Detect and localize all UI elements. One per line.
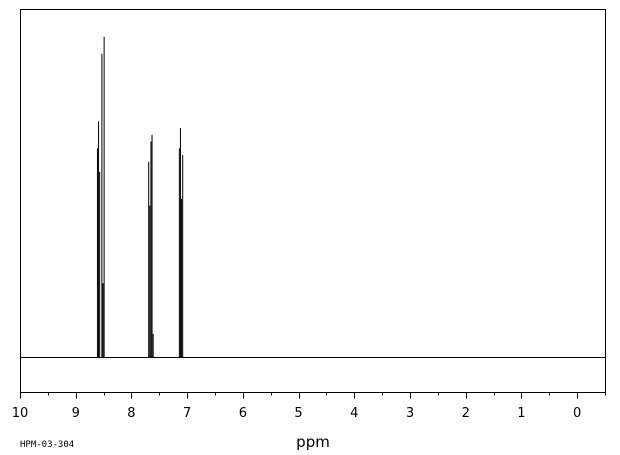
tick-label-2: 2 (462, 406, 470, 421)
tick-label-4: 4 (350, 406, 358, 421)
tick-label-3: 3 (406, 406, 414, 421)
tick-label-8: 8 (127, 406, 135, 421)
tick-label-10: 10 (12, 406, 29, 421)
spectrum-peaks (96, 36, 184, 358)
x-axis-tick-labels: 10 9 8 7 6 5 4 3 2 1 0 (12, 406, 582, 421)
tick-label-9: 9 (72, 406, 80, 421)
x-axis-ticks (20, 392, 606, 399)
sample-id-label: HPM-03-304 (20, 440, 74, 450)
tick-label-1: 1 (517, 406, 525, 421)
tick-label-7: 7 (183, 406, 191, 421)
tick-label-0: 0 (573, 406, 581, 421)
x-axis-label: ppm (296, 433, 330, 451)
tick-label-6: 6 (239, 406, 247, 421)
plot-frame (20, 9, 606, 393)
tick-label-5: 5 (294, 406, 302, 421)
